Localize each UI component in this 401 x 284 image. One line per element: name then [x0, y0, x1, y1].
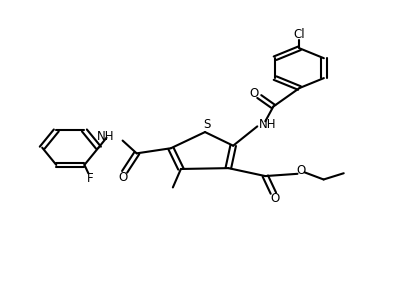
Text: O: O — [249, 87, 258, 100]
Text: O: O — [296, 164, 306, 178]
Text: Cl: Cl — [293, 28, 304, 41]
Text: S: S — [203, 118, 210, 131]
Text: NH: NH — [259, 118, 276, 131]
Text: O: O — [117, 171, 127, 184]
Text: F: F — [87, 172, 93, 185]
Text: O: O — [270, 192, 279, 205]
Text: NH: NH — [97, 130, 114, 143]
